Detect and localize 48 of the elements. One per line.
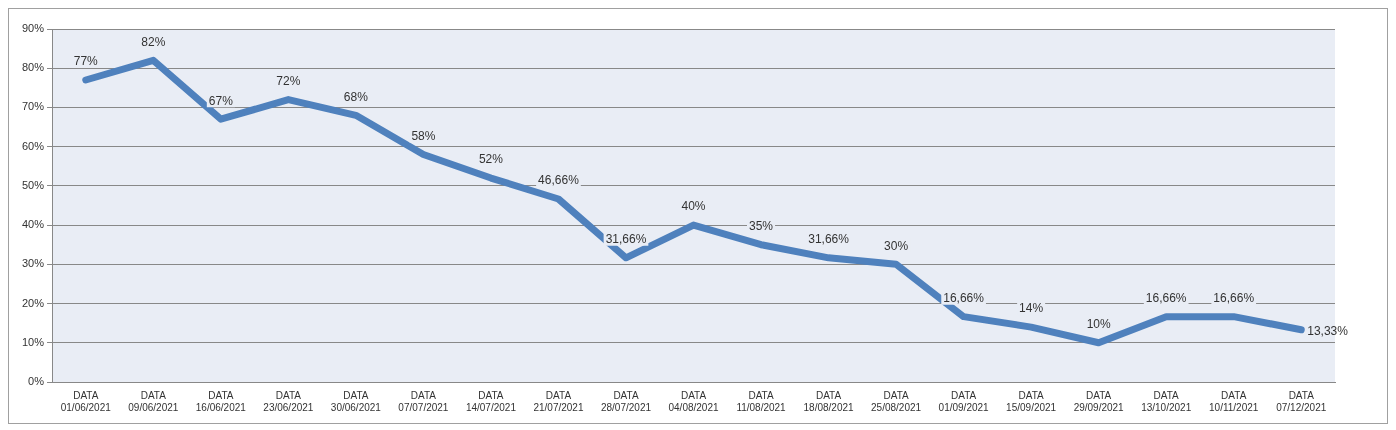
data-label: 31,66% — [808, 232, 850, 247]
x-tick-label: DATA 09/06/2021 — [128, 389, 179, 413]
data-label: 31,66% — [605, 232, 647, 247]
y-tick-label: 90% — [21, 22, 45, 35]
data-label: 40% — [681, 199, 706, 214]
x-tick-label: DATA 28/07/2021 — [600, 389, 652, 413]
x-tick-label: DATA 01/09/2021 — [938, 389, 990, 413]
data-label: 16,66% — [943, 290, 985, 305]
data-label: 13,33% — [1307, 324, 1349, 339]
x-tick-label: DATA 25/08/2021 — [871, 389, 922, 413]
x-tick-label: DATA 11/08/2021 — [736, 389, 787, 413]
y-tick-label: 70% — [21, 100, 45, 113]
data-label: 68% — [343, 89, 369, 104]
y-tick-label: 20% — [21, 296, 45, 309]
x-tick-label: DATA 23/06/2021 — [263, 389, 314, 413]
x-tick-label: DATA 21/07/2021 — [533, 389, 584, 413]
x-tick-label: DATA 01/06/2021 — [60, 389, 112, 413]
x-tick-label: DATA 10/11/2021 — [1209, 389, 1259, 413]
data-label: 58% — [411, 128, 436, 143]
y-tick-label: 60% — [21, 139, 45, 152]
y-tick-label: 50% — [21, 178, 45, 191]
x-tick-label: DATA 18/08/2021 — [803, 389, 855, 413]
data-label: 82% — [141, 34, 166, 49]
data-label: 67% — [208, 93, 234, 108]
x-tick-label: DATA 15/09/2021 — [1006, 389, 1057, 413]
x-tick-label: DATA 16/06/2021 — [195, 389, 247, 413]
data-label: 77% — [73, 54, 99, 69]
x-tick-label: DATA 29/09/2021 — [1073, 389, 1125, 413]
data-label: 30% — [884, 238, 909, 253]
data-label: 52% — [478, 152, 504, 167]
y-tick-label: 40% — [21, 218, 45, 231]
x-tick-label: DATA 07/07/2021 — [398, 389, 449, 413]
y-tick-label: 30% — [21, 257, 45, 270]
data-label: 35% — [749, 219, 774, 234]
x-tick-label: DATA 30/06/2021 — [330, 389, 382, 413]
data-label: 72% — [276, 73, 301, 88]
data-label: 16,66% — [1213, 290, 1255, 305]
data-label: 10% — [1086, 317, 1111, 332]
x-tick-label: DATA 04/08/2021 — [668, 389, 719, 413]
y-tick-label: 10% — [21, 335, 45, 348]
data-label: 16,66% — [1145, 290, 1187, 305]
x-tick-label: DATA 07/12/2021 — [1276, 389, 1327, 413]
x-tick-label: DATA 13/10/2021 — [1141, 389, 1192, 413]
y-tick-label: 80% — [21, 61, 45, 74]
data-label: 14% — [1019, 301, 1044, 316]
data-label: 46,66% — [538, 173, 580, 188]
x-tick-label: DATA 14/07/2021 — [465, 389, 517, 413]
y-tick-label: 0% — [28, 375, 45, 388]
